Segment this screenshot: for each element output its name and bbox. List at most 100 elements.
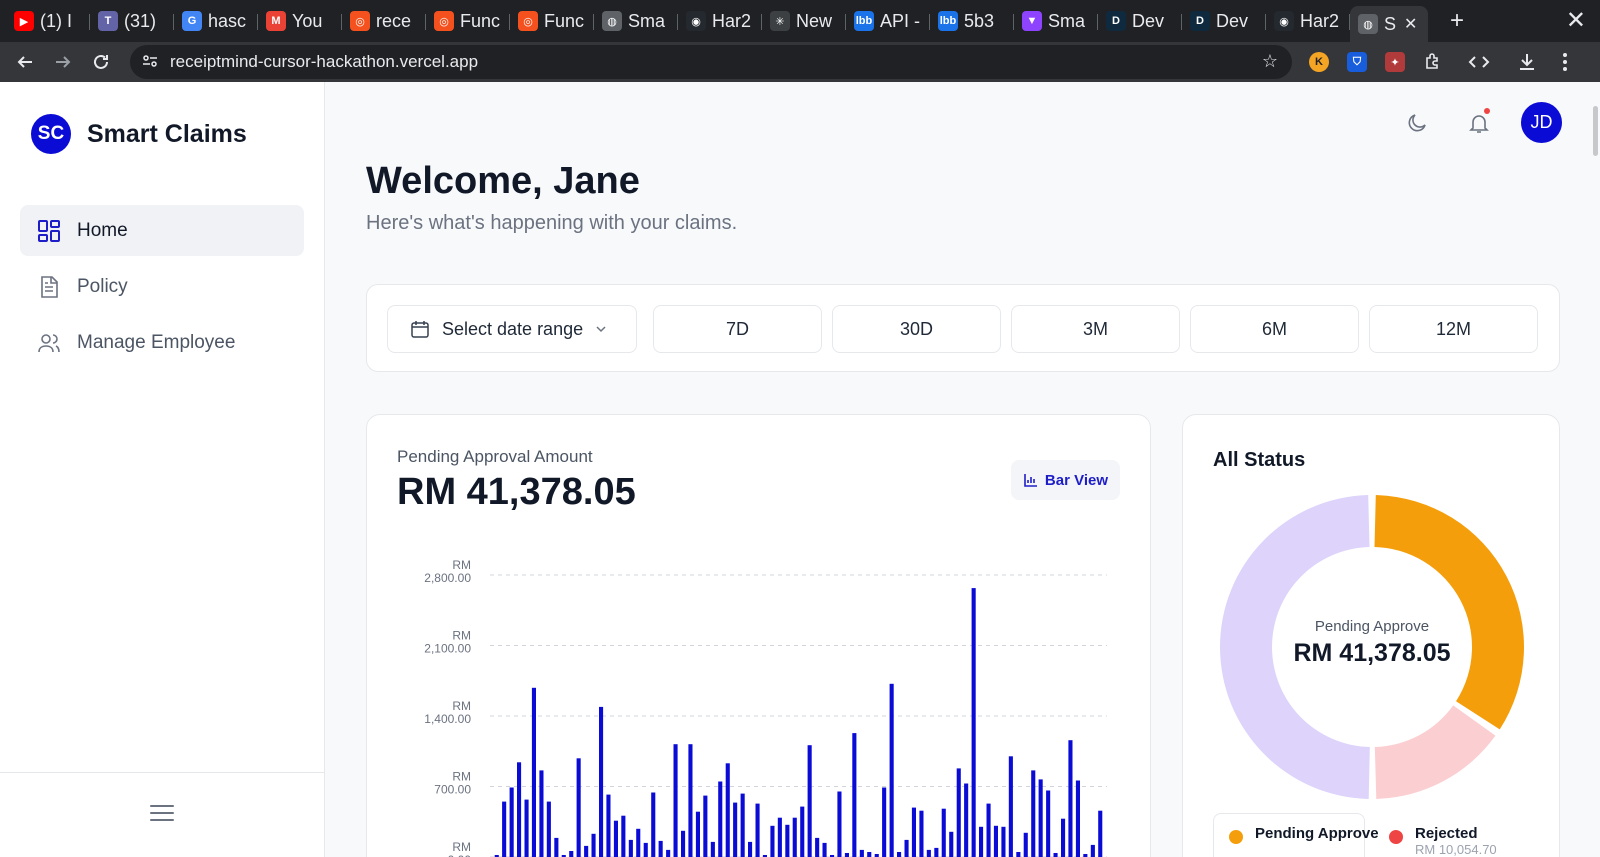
bar[interactable] bbox=[718, 781, 723, 857]
forward-button[interactable] bbox=[44, 46, 82, 78]
bar[interactable] bbox=[531, 687, 536, 857]
browser-menu-button[interactable] bbox=[1546, 46, 1584, 78]
bar[interactable] bbox=[584, 845, 589, 857]
bar[interactable] bbox=[651, 792, 656, 857]
date-range-picker[interactable]: Select date range bbox=[387, 305, 637, 353]
bar[interactable] bbox=[554, 837, 559, 857]
bar[interactable] bbox=[1008, 756, 1013, 857]
bar[interactable] bbox=[904, 839, 909, 857]
browser-tab[interactable]: lbb 5b3 bbox=[930, 6, 1014, 36]
bar[interactable] bbox=[621, 815, 626, 857]
bar[interactable] bbox=[785, 824, 790, 857]
extension-button[interactable]: ✦ bbox=[1376, 46, 1414, 78]
bar[interactable] bbox=[591, 833, 596, 857]
browser-tab[interactable]: ◍ S ✕ bbox=[1350, 6, 1428, 42]
bar[interactable] bbox=[1053, 853, 1058, 857]
bar[interactable] bbox=[897, 852, 902, 857]
bar[interactable] bbox=[643, 842, 648, 857]
bar[interactable] bbox=[613, 820, 618, 857]
extension-button[interactable]: K bbox=[1300, 46, 1338, 78]
bar[interactable] bbox=[1061, 818, 1066, 857]
bar[interactable] bbox=[755, 803, 760, 857]
bar[interactable] bbox=[681, 830, 686, 857]
browser-tab[interactable]: lbb API - bbox=[846, 6, 930, 36]
avatar[interactable]: JD bbox=[1521, 102, 1562, 143]
downloads-button[interactable] bbox=[1508, 46, 1546, 78]
tab-close-icon[interactable]: ✕ bbox=[1404, 16, 1418, 33]
legend-item-rejected[interactable]: Rejected RM 10,054.70 bbox=[1389, 825, 1497, 857]
bar[interactable] bbox=[710, 841, 715, 857]
bar[interactable] bbox=[1038, 779, 1043, 857]
bar[interactable] bbox=[844, 853, 849, 857]
bar[interactable] bbox=[658, 840, 663, 857]
browser-tab[interactable]: ◎ rece bbox=[342, 6, 426, 36]
site-settings-icon[interactable] bbox=[142, 53, 158, 72]
bar[interactable] bbox=[1090, 844, 1095, 857]
bar[interactable] bbox=[919, 810, 924, 857]
sidebar-item-policy[interactable]: Policy bbox=[20, 261, 304, 312]
bar[interactable] bbox=[1023, 832, 1028, 857]
theme-toggle-button[interactable] bbox=[1397, 103, 1437, 143]
bar[interactable] bbox=[867, 852, 872, 857]
bar[interactable] bbox=[569, 851, 574, 857]
bar[interactable] bbox=[524, 799, 529, 857]
bar[interactable] bbox=[822, 842, 827, 857]
bar[interactable] bbox=[941, 808, 946, 857]
bar[interactable] bbox=[517, 762, 522, 857]
bar[interactable] bbox=[576, 758, 581, 857]
bar[interactable] bbox=[748, 841, 753, 857]
bar[interactable] bbox=[800, 806, 805, 857]
page-scrollbar-thumb[interactable] bbox=[1593, 106, 1598, 156]
bar[interactable] bbox=[889, 683, 894, 857]
bar[interactable] bbox=[636, 828, 641, 857]
donut-slice[interactable] bbox=[1374, 495, 1524, 730]
bar[interactable] bbox=[956, 768, 961, 857]
bar[interactable] bbox=[815, 837, 820, 857]
bar[interactable] bbox=[852, 733, 857, 857]
bar[interactable] bbox=[666, 849, 671, 857]
range-3m-button[interactable]: 3M bbox=[1011, 305, 1180, 353]
bar-view-button[interactable]: Bar View bbox=[1010, 460, 1120, 500]
bar[interactable] bbox=[911, 807, 916, 857]
bookmark-star-icon[interactable]: ☆ bbox=[1261, 51, 1278, 71]
browser-tab[interactable]: ✳ New bbox=[762, 6, 846, 36]
browser-tab[interactable]: T (31) bbox=[90, 6, 174, 36]
bar[interactable] bbox=[539, 770, 544, 857]
bar[interactable] bbox=[979, 826, 984, 857]
bar[interactable] bbox=[882, 787, 887, 857]
new-tab-button[interactable]: + bbox=[1449, 7, 1464, 34]
bar[interactable] bbox=[770, 825, 775, 857]
bar[interactable] bbox=[628, 839, 633, 857]
bar[interactable] bbox=[688, 744, 693, 857]
bar[interactable] bbox=[874, 854, 879, 857]
extension-button[interactable]: ⛉ bbox=[1338, 46, 1376, 78]
bar[interactable] bbox=[830, 855, 835, 857]
bar[interactable] bbox=[837, 791, 842, 857]
range-6m-button[interactable]: 6M bbox=[1190, 305, 1359, 353]
browser-tab[interactable]: ◍ Sma bbox=[594, 6, 678, 36]
sidebar-item-home[interactable]: Home bbox=[20, 205, 304, 256]
range-12m-button[interactable]: 12M bbox=[1369, 305, 1538, 353]
donut-slice[interactable] bbox=[1374, 705, 1496, 799]
bar[interactable] bbox=[546, 801, 551, 857]
bar[interactable] bbox=[1075, 780, 1080, 857]
extensions-menu-button[interactable] bbox=[1414, 46, 1452, 78]
browser-tab[interactable]: D Dev bbox=[1182, 6, 1266, 36]
bar[interactable] bbox=[673, 744, 678, 857]
brand[interactable]: SC Smart Claims bbox=[31, 114, 247, 154]
bar[interactable] bbox=[762, 855, 767, 857]
bar[interactable] bbox=[1046, 790, 1051, 857]
bar[interactable] bbox=[1068, 740, 1073, 857]
bar[interactable] bbox=[695, 811, 700, 857]
range-30d-button[interactable]: 30D bbox=[832, 305, 1001, 353]
browser-tab[interactable]: ◉ Har2 bbox=[1266, 6, 1350, 36]
browser-tab[interactable]: ◉ Har2 bbox=[678, 6, 762, 36]
bar[interactable] bbox=[561, 855, 566, 857]
address-bar[interactable]: receiptmind-cursor-hackathon.vercel.app … bbox=[130, 45, 1292, 79]
browser-tab[interactable]: M You bbox=[258, 6, 342, 36]
bar[interactable] bbox=[1083, 854, 1088, 857]
browser-tab[interactable]: ◎ Func bbox=[426, 6, 510, 36]
devtools-button[interactable] bbox=[1460, 46, 1498, 78]
range-7d-button[interactable]: 7D bbox=[653, 305, 822, 353]
